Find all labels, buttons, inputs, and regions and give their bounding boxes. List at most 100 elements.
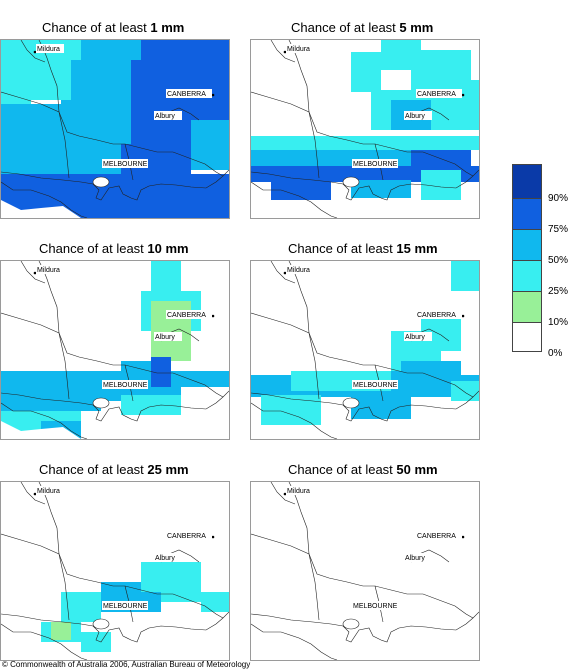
panel-title-50mm: Chance of at least 50 mm — [288, 462, 438, 477]
sea-area — [251, 421, 331, 439]
boundary-line — [308, 332, 320, 400]
legend-swatch-0 — [512, 322, 542, 352]
boundary-line — [1, 390, 229, 422]
canberra-label: CANBERRA — [417, 533, 456, 540]
albury-label: Albury — [155, 334, 175, 341]
mildura-marker — [283, 492, 287, 496]
rainfall-probability-layer — [251, 40, 479, 218]
albury-label: Albury — [155, 555, 175, 562]
rainfall-probability-layer — [251, 482, 479, 660]
rainfall-probability-layer — [1, 482, 229, 660]
map-panel-25mm: Mildura CANBERRA Albury MELBOURNE — [0, 481, 230, 661]
mildura-label: Mildura — [287, 46, 310, 53]
port-phillip-bay — [342, 176, 360, 188]
boundary-line — [308, 111, 320, 179]
mildura-label: Mildura — [37, 488, 60, 495]
albury-label: Albury — [405, 555, 425, 562]
boundary-line — [1, 623, 88, 660]
boundary-line — [251, 181, 338, 218]
boundary-line — [1, 181, 88, 218]
melbourne-label: MELBOURNE — [103, 603, 148, 610]
mildura-label: Mildura — [37, 267, 60, 274]
mildura-marker — [33, 271, 37, 275]
boundary-line — [1, 91, 224, 177]
boundary-line — [308, 553, 320, 621]
albury-label: Albury — [405, 113, 425, 120]
map-panel-15mm: Mildura CANBERRA Albury MELBOURNE — [250, 260, 480, 440]
boundary-line — [251, 623, 338, 660]
legend-label-10: 10% — [548, 317, 569, 328]
panel-title-25mm: Chance of at least 25 mm — [39, 462, 189, 477]
boundary-line — [1, 312, 224, 398]
boundary-line — [58, 553, 70, 621]
boundary-line — [58, 332, 70, 400]
map-panel-5mm: Mildura CANBERRA Albury MELBOURNE — [250, 39, 480, 219]
panel-title-1mm: Chance of at least 1 mm — [42, 20, 185, 35]
legend-label-90: 90% — [548, 193, 569, 204]
legend-label-0: 0% — [548, 348, 563, 359]
legend-label-25: 25% — [548, 286, 569, 297]
melbourne-label: MELBOURNE — [103, 161, 148, 168]
boundary-line — [58, 111, 70, 179]
sea-area — [1, 642, 81, 660]
port-phillip-bay — [92, 397, 110, 409]
panel-title-5mm: Chance of at least 5 mm — [291, 20, 434, 35]
boundary-line — [1, 611, 229, 643]
sea-area — [251, 200, 331, 218]
port-phillip-bay — [342, 397, 360, 409]
legend-label-50: 50% — [548, 255, 569, 266]
legend-swatch-50 — [512, 229, 542, 261]
mildura-marker — [33, 50, 37, 54]
boundary-line — [20, 482, 46, 505]
port-phillip-bay — [342, 618, 360, 630]
sea-area — [251, 642, 331, 660]
boundary-line — [251, 611, 479, 643]
canberra-marker — [211, 314, 215, 318]
sea-area — [1, 421, 81, 439]
boundary-line — [1, 169, 229, 201]
map-panel-1mm: Mildura CANBERRA Albury MELBOURNE — [0, 39, 230, 219]
boundary-line — [20, 261, 46, 284]
canberra-marker — [211, 93, 215, 97]
mildura-label: Mildura — [287, 267, 310, 274]
melbourne-label: MELBOURNE — [103, 382, 148, 389]
boundary-line — [251, 402, 338, 439]
melbourne-label: MELBOURNE — [353, 603, 398, 610]
canberra-label: CANBERRA — [167, 533, 206, 540]
sea-area — [1, 200, 81, 218]
port-phillip-bay — [92, 618, 110, 630]
boundary-line — [251, 533, 474, 619]
boundary-line — [1, 533, 224, 619]
canberra-marker — [461, 93, 465, 97]
canberra-marker — [461, 314, 465, 318]
panel-title-10mm: Chance of at least 10 mm — [39, 241, 189, 256]
canberra-label: CANBERRA — [167, 91, 206, 98]
rainfall-probability-layer — [1, 261, 229, 439]
canberra-marker — [461, 535, 465, 539]
boundary-line — [251, 312, 474, 398]
boundary-line — [251, 169, 479, 201]
boundary-line — [1, 402, 88, 439]
legend-swatch-25 — [512, 260, 542, 292]
canberra-marker — [211, 535, 215, 539]
boundary-line — [270, 482, 296, 505]
canberra-label: CANBERRA — [417, 91, 456, 98]
melbourne-label: MELBOURNE — [353, 161, 398, 168]
legend-swatch-75 — [512, 198, 542, 230]
mildura-marker — [33, 492, 37, 496]
boundary-line — [251, 91, 474, 177]
copyright-notice: © Commonwealth of Australia 2006, Austra… — [2, 660, 251, 669]
boundary-line — [20, 40, 46, 63]
canberra-label: CANBERRA — [167, 312, 206, 319]
map-panel-10mm: Mildura CANBERRA Albury MELBOURNE — [0, 260, 230, 440]
boundary-line — [270, 40, 296, 63]
legend-label-75: 75% — [548, 224, 569, 235]
albury-label: Albury — [155, 113, 175, 120]
port-phillip-bay — [92, 176, 110, 188]
melbourne-label: MELBOURNE — [353, 382, 398, 389]
albury-label: Albury — [405, 334, 425, 341]
boundary-line — [270, 261, 296, 284]
mildura-marker — [283, 271, 287, 275]
legend-swatch-10 — [512, 291, 542, 323]
map-panel-50mm: Mildura CANBERRA Albury MELBOURNE — [250, 481, 480, 661]
